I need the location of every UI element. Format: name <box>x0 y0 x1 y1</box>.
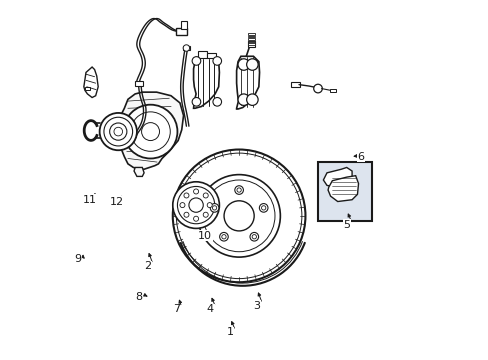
FancyBboxPatch shape <box>329 89 336 92</box>
Circle shape <box>203 193 208 198</box>
FancyBboxPatch shape <box>247 41 254 42</box>
FancyBboxPatch shape <box>247 41 255 46</box>
Circle shape <box>219 233 228 241</box>
Circle shape <box>183 212 188 217</box>
Circle shape <box>172 182 219 228</box>
Circle shape <box>198 175 280 257</box>
Circle shape <box>192 98 201 106</box>
Polygon shape <box>83 67 98 98</box>
Circle shape <box>210 203 219 212</box>
Circle shape <box>238 59 249 70</box>
FancyBboxPatch shape <box>247 43 254 45</box>
Text: 3: 3 <box>253 301 260 311</box>
Polygon shape <box>236 56 259 109</box>
Polygon shape <box>134 167 144 176</box>
Polygon shape <box>198 51 206 58</box>
Circle shape <box>192 57 201 65</box>
Text: 7: 7 <box>172 304 180 314</box>
Text: 6: 6 <box>357 152 364 162</box>
FancyBboxPatch shape <box>247 36 254 37</box>
Circle shape <box>224 201 254 231</box>
Circle shape <box>193 216 198 221</box>
Text: 5: 5 <box>343 220 349 230</box>
Polygon shape <box>323 167 351 188</box>
Circle shape <box>234 186 243 194</box>
Polygon shape <box>193 58 219 108</box>
Circle shape <box>188 198 203 212</box>
Circle shape <box>183 45 189 51</box>
Circle shape <box>259 203 267 212</box>
Circle shape <box>176 153 301 279</box>
FancyBboxPatch shape <box>135 81 142 86</box>
Circle shape <box>212 206 216 210</box>
Text: 10: 10 <box>198 231 212 240</box>
Circle shape <box>237 188 241 192</box>
Circle shape <box>246 59 258 70</box>
FancyBboxPatch shape <box>317 162 371 221</box>
Circle shape <box>212 98 221 106</box>
Text: 12: 12 <box>110 197 124 207</box>
FancyBboxPatch shape <box>247 39 254 40</box>
Circle shape <box>207 203 212 208</box>
Circle shape <box>109 123 126 140</box>
Circle shape <box>238 94 249 105</box>
Circle shape <box>222 235 225 239</box>
Text: 1: 1 <box>226 327 233 337</box>
Circle shape <box>313 84 322 93</box>
Circle shape <box>261 206 265 210</box>
Circle shape <box>131 112 170 151</box>
Circle shape <box>183 193 188 198</box>
Circle shape <box>252 235 256 239</box>
Circle shape <box>104 117 132 146</box>
Polygon shape <box>206 53 215 58</box>
Circle shape <box>180 203 184 208</box>
Circle shape <box>203 180 274 252</box>
FancyBboxPatch shape <box>290 82 300 87</box>
FancyBboxPatch shape <box>84 87 90 90</box>
FancyBboxPatch shape <box>183 46 190 50</box>
Circle shape <box>100 113 137 150</box>
Circle shape <box>123 105 177 158</box>
Circle shape <box>249 233 258 241</box>
FancyBboxPatch shape <box>180 22 187 30</box>
Circle shape <box>212 57 221 65</box>
Circle shape <box>246 94 258 105</box>
Text: 8: 8 <box>135 292 142 302</box>
Circle shape <box>203 212 208 217</box>
Circle shape <box>193 189 198 194</box>
Text: 11: 11 <box>82 195 97 205</box>
Circle shape <box>172 149 305 282</box>
FancyBboxPatch shape <box>247 33 254 35</box>
Circle shape <box>114 127 122 136</box>
Text: 9: 9 <box>74 254 81 264</box>
Polygon shape <box>327 176 358 202</box>
Circle shape <box>142 123 159 140</box>
FancyBboxPatch shape <box>176 28 187 35</box>
Circle shape <box>177 186 214 224</box>
Text: 4: 4 <box>206 304 214 314</box>
Text: 2: 2 <box>144 261 151 271</box>
Polygon shape <box>118 92 183 169</box>
